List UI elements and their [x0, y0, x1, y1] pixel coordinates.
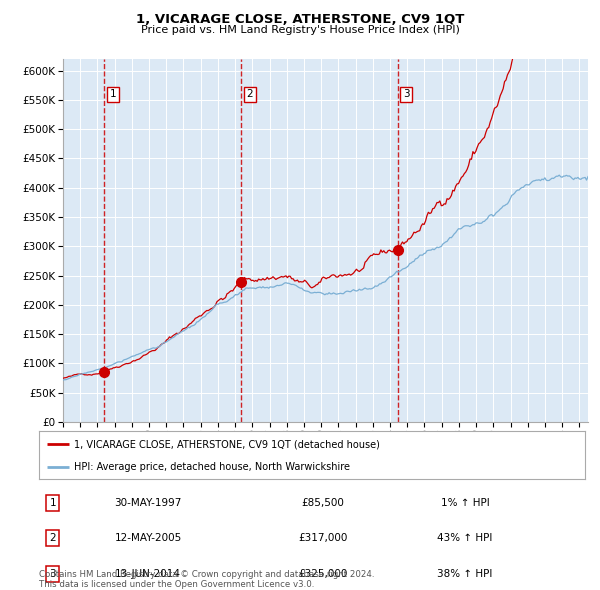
- Text: 1% ↑ HPI: 1% ↑ HPI: [440, 498, 489, 508]
- Text: Price paid vs. HM Land Registry's House Price Index (HPI): Price paid vs. HM Land Registry's House …: [140, 25, 460, 35]
- Text: 12-MAY-2005: 12-MAY-2005: [115, 533, 182, 543]
- Text: 3: 3: [403, 89, 410, 99]
- Text: 2: 2: [49, 533, 56, 543]
- Text: 1: 1: [110, 89, 116, 99]
- Text: 13-JUN-2014: 13-JUN-2014: [115, 569, 181, 579]
- Text: 43% ↑ HPI: 43% ↑ HPI: [437, 533, 493, 543]
- Text: 1, VICARAGE CLOSE, ATHERSTONE, CV9 1QT: 1, VICARAGE CLOSE, ATHERSTONE, CV9 1QT: [136, 13, 464, 26]
- Text: 38% ↑ HPI: 38% ↑ HPI: [437, 569, 493, 579]
- Text: 1: 1: [49, 498, 56, 508]
- Text: 2: 2: [247, 89, 253, 99]
- Text: £85,500: £85,500: [301, 498, 344, 508]
- Text: £317,000: £317,000: [298, 533, 347, 543]
- Text: 3: 3: [49, 569, 56, 579]
- Text: HPI: Average price, detached house, North Warwickshire: HPI: Average price, detached house, Nort…: [74, 462, 350, 472]
- Text: 1, VICARAGE CLOSE, ATHERSTONE, CV9 1QT (detached house): 1, VICARAGE CLOSE, ATHERSTONE, CV9 1QT (…: [74, 439, 380, 449]
- Text: Contains HM Land Registry data © Crown copyright and database right 2024.
This d: Contains HM Land Registry data © Crown c…: [39, 570, 374, 589]
- Text: 30-MAY-1997: 30-MAY-1997: [115, 498, 182, 508]
- Text: £325,000: £325,000: [298, 569, 347, 579]
